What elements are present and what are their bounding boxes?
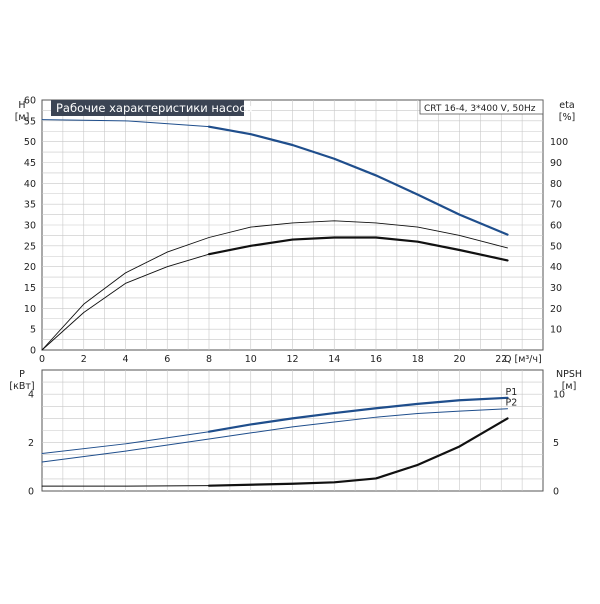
top-x-tick-label: 4 xyxy=(122,354,128,365)
top-right-tick-label: 40 xyxy=(550,262,562,273)
series-label-p2: P2 xyxy=(506,398,518,409)
top-right-tick-label: 30 xyxy=(550,283,562,294)
bottom-right-tick-label: 5 xyxy=(553,438,559,449)
top-right-tick-label: 10 xyxy=(550,325,562,336)
top-x-tick-label: 2 xyxy=(81,354,87,365)
top-right-tick-label: 70 xyxy=(550,200,562,211)
top-x-tick-label: 12 xyxy=(286,354,298,365)
top-left-tick-label: 10 xyxy=(24,304,36,315)
top-left-tick-label: 50 xyxy=(24,137,36,148)
top-left-tick-label: 5 xyxy=(30,325,36,336)
top-right-tick-label: 60 xyxy=(550,221,562,232)
top-x-axis-label: Q [м³/ч] xyxy=(504,354,542,365)
chart-title: Рабочие характеристики насоса xyxy=(56,101,253,115)
top-left-axis-label: H xyxy=(18,100,25,111)
top-x-tick-label: 8 xyxy=(206,354,212,365)
top-left-tick-label: 25 xyxy=(24,241,36,252)
top-x-tick-label: 10 xyxy=(245,354,257,365)
bottom-right-axis-unit: [м] xyxy=(562,381,577,392)
bottom-left-tick-label: 2 xyxy=(28,438,34,449)
top-x-tick-label: 0 xyxy=(39,354,45,365)
top-x-tick-label: 6 xyxy=(164,354,170,365)
top-left-tick-label: 0 xyxy=(30,346,36,357)
top-left-tick-label: 60 xyxy=(24,96,36,107)
top-x-tick-label: 20 xyxy=(453,354,465,365)
top-x-tick-label: 18 xyxy=(412,354,424,365)
top-x-tick-label: 16 xyxy=(370,354,382,365)
top-right-tick-label: 50 xyxy=(550,241,562,252)
top-right-tick-label: 90 xyxy=(550,158,562,169)
top-left-tick-label: 45 xyxy=(24,158,36,169)
top-left-tick-label: 30 xyxy=(24,221,36,232)
top-left-tick-label: 40 xyxy=(24,179,36,190)
top-left-tick-label: 20 xyxy=(24,262,36,273)
bottom-left-axis-label: P xyxy=(19,369,25,380)
top-left-tick-label: 15 xyxy=(24,283,36,294)
top-right-tick-label: 80 xyxy=(550,179,562,190)
top-left-tick-label: 35 xyxy=(24,200,36,211)
top-right-tick-label: 100 xyxy=(550,137,568,148)
top-left-axis-unit: [м] xyxy=(15,112,30,123)
series-label-p1: P1 xyxy=(506,387,518,398)
bottom-right-tick-label: 0 xyxy=(553,487,559,498)
top-right-axis-label: eta xyxy=(559,100,574,111)
top-right-axis-unit: [%] xyxy=(559,112,575,123)
top-x-tick-label: 14 xyxy=(328,354,340,365)
bottom-left-axis-unit: [кВт] xyxy=(9,381,34,392)
model-label: CRT 16-4, 3*400 V, 50Hz xyxy=(424,104,536,114)
bottom-left-tick-label: 0 xyxy=(28,487,34,498)
top-right-tick-label: 20 xyxy=(550,304,562,315)
bottom-right-axis-label: NPSH xyxy=(556,369,582,380)
